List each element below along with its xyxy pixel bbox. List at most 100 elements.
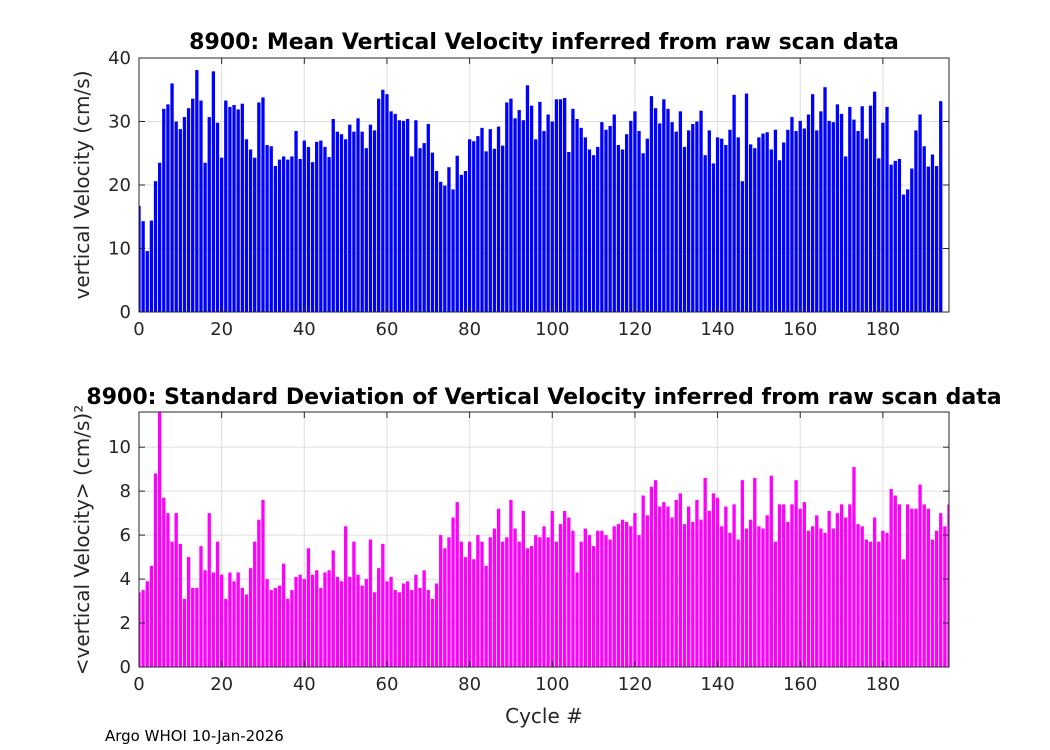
stddev-bar [484,565,488,667]
mean-bar [538,101,542,312]
stddev-bar [538,537,542,667]
mean-bar [587,149,592,312]
mean-ytick-label: 10 [108,239,131,260]
mean-bar [430,152,435,312]
stddev-bar [914,508,918,667]
mean-xtick-label: 40 [293,319,316,340]
mean-bar [765,132,769,312]
mean-bar [649,96,654,312]
mean-bar [139,205,141,312]
mean-bar [286,159,290,312]
mean-bar [872,91,877,312]
stddev-bar [496,508,501,667]
mean-bar [166,104,170,312]
stddev-bar [191,587,195,667]
mean-xtick-label: 60 [376,319,399,340]
stddev-bar [170,541,174,667]
stddev-bar [207,513,211,667]
mean-bar [596,146,600,312]
stddev-bar [844,517,848,667]
stddev-bar [893,495,897,667]
mean-bar [401,120,406,313]
mean-bar [835,104,840,312]
mean-bar [455,155,459,312]
stddev-bar [934,530,939,667]
mean-bar [277,159,282,312]
stddev-bar [488,537,492,667]
mean-bar [641,153,645,312]
mean-bar [315,141,319,312]
mean-bar [348,124,352,312]
mean-bar [629,120,633,313]
mean-bar [492,148,497,312]
stddev-bar [901,559,906,667]
stddev-bar [323,572,327,667]
mean-bar [447,167,451,312]
stddev-bar [897,504,902,667]
stddev-bar [356,574,360,667]
mean-bar [360,131,364,312]
mean-bar [720,138,724,312]
stddev-bar [777,504,782,667]
stddev-bar [397,592,402,667]
stddev-bar [720,526,724,667]
stddev-bar [674,499,678,667]
stddev-bar [835,513,840,667]
stddev-bar [281,563,286,667]
stddev-bar [926,508,930,667]
stddev-bar [786,521,790,667]
stddev-bar [368,539,373,667]
mean-bar [356,118,360,312]
mean-bar [476,136,480,312]
stddev-bar [753,477,757,667]
mean-bar [306,146,311,312]
mean-bar [786,129,790,312]
stddev-bar [653,480,658,667]
stddev-bar [889,488,893,667]
stddev-bar [372,592,377,667]
stddev-bar [922,504,926,667]
mean-bar [798,120,802,313]
mean-bar [918,114,922,312]
stddev-bar [405,581,410,667]
mean-bar [930,154,935,312]
stddev-ytick-label: 2 [120,613,131,634]
mean-bar [753,148,757,312]
mean-bar [897,158,902,312]
stddev-bar [339,581,344,667]
stddev-bar [860,526,864,667]
mean-bar [914,130,918,312]
mean-bar [496,126,501,312]
mean-bar [517,110,521,312]
mean-bar [682,146,687,312]
stddev-bar [885,532,889,667]
mean-bar [319,140,323,312]
mean-bar [740,181,745,312]
stddev-bar [732,504,736,667]
stddev-bar [186,557,191,667]
stddev-bar [232,581,236,667]
stddev-bar [269,590,273,667]
stddev-bar [910,508,914,667]
stddev-bar [521,510,525,667]
mean-bar [856,131,860,312]
mean-bar [674,131,678,312]
stddev-bar [472,559,476,667]
mean-bar [893,160,897,312]
stddev-bar [596,530,600,667]
mean-bar [203,162,207,312]
mean-bar [686,130,691,312]
stddev-bar [422,570,426,667]
stddev-bar [794,480,798,667]
stddev-bar [629,526,633,667]
stddev-velocity-title: 8900: Standard Deviation of Vertical Vel… [86,385,1001,410]
stddev-velocity-panel: 0 20 40 60 80 100 120 140 160 180 0 2 4 6 8 10 8900: St… [70,385,1002,728]
stddev-bar [939,513,943,667]
mean-bar [633,111,637,312]
stddev-bar [534,535,538,667]
mean-bar [653,108,658,312]
stddev-velocity-axes-box [138,411,950,668]
stddev-xtick-label: 120 [618,674,652,695]
stddev-bar [670,517,674,667]
mean-bar [207,117,211,313]
